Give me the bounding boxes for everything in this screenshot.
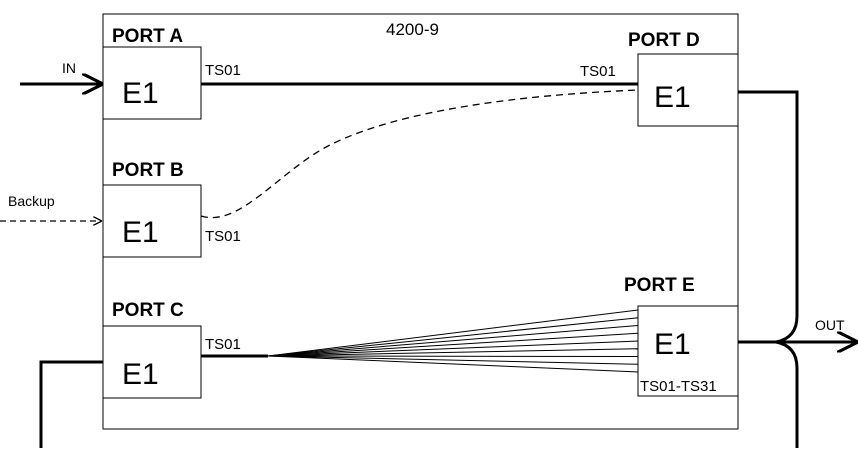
out-junction-lower-curve xyxy=(776,342,797,368)
loopback-into-port-c-line xyxy=(41,362,103,448)
out-signal-label: OUT xyxy=(815,317,845,333)
port-d-e1-label: E1 xyxy=(654,81,691,114)
port-b-title: PORT B xyxy=(112,160,184,181)
port-d-title: PORT D xyxy=(628,30,700,51)
port-d-timeslot: TS01 xyxy=(580,63,616,80)
fan-line-7 xyxy=(268,356,638,357)
port-e-timeslot: TS01-TS31 xyxy=(640,378,717,395)
port-d-output-line xyxy=(738,92,797,316)
port-a-title: PORT A xyxy=(112,26,183,47)
in-signal-label: IN xyxy=(62,60,76,76)
port-b-e1-label: E1 xyxy=(122,216,159,249)
backup-signal-label: Backup xyxy=(8,193,55,209)
out-junction-upper-curve xyxy=(776,316,797,342)
port-c-timeslot: TS01 xyxy=(205,336,241,353)
port-b-timeslot: TS01 xyxy=(205,228,241,245)
port-a-timeslot: TS01 xyxy=(205,62,241,79)
port-c-e1-label: E1 xyxy=(122,358,159,391)
port-c-title: PORT C xyxy=(112,300,184,321)
device-name: 4200-9 xyxy=(386,20,439,39)
port-a-e1-label: E1 xyxy=(122,77,159,110)
port-e-e1-label: E1 xyxy=(654,328,691,361)
port-e-title: PORT E xyxy=(624,275,695,296)
